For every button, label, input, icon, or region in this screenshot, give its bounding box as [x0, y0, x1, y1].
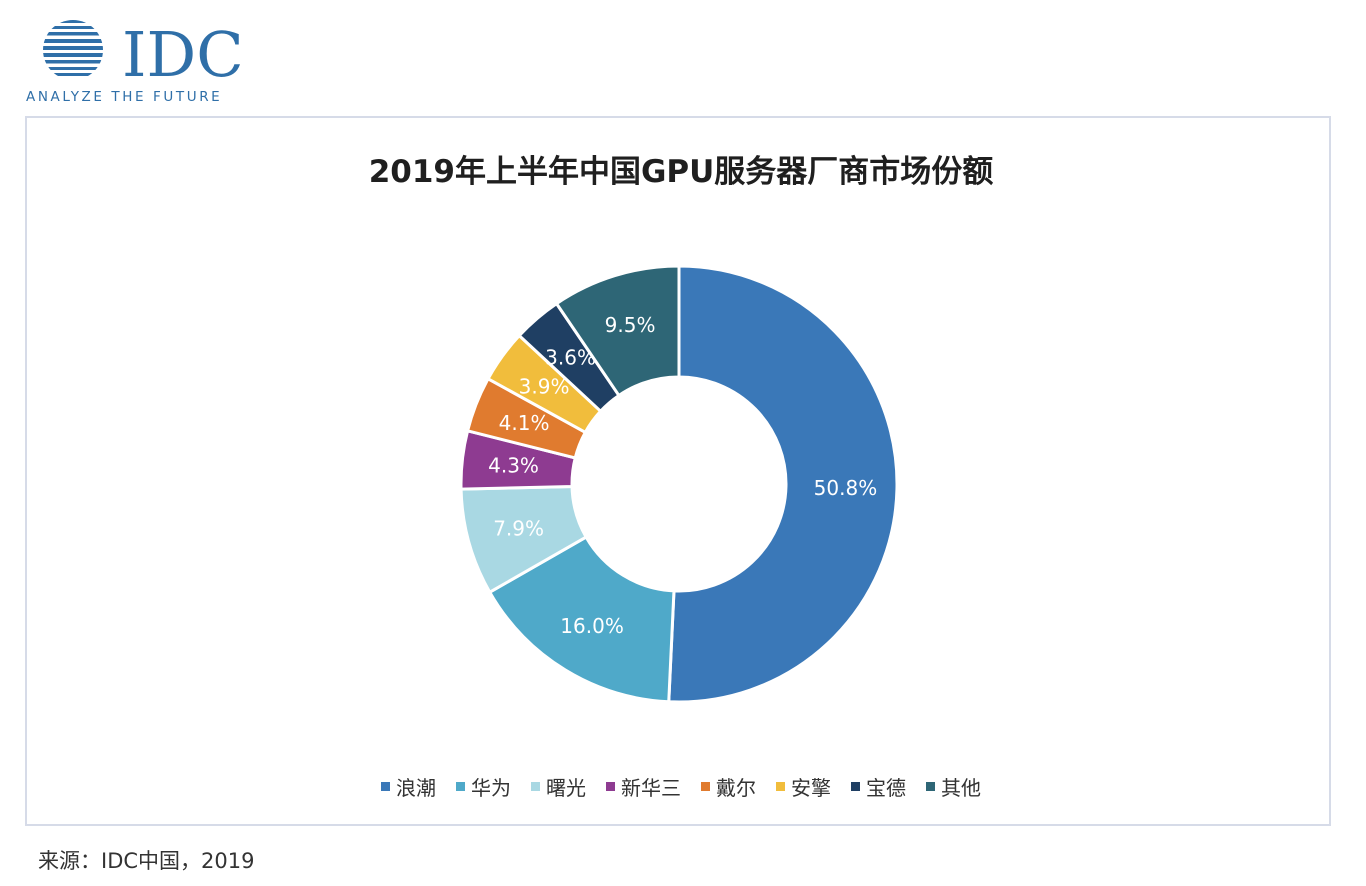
slice-label-2: 16.0% — [560, 614, 624, 638]
legend-swatch — [456, 782, 465, 791]
legend-swatch — [776, 782, 785, 791]
chart-legend: 浪潮 华为 曙光 新华三 戴尔 安擎 宝德 其他 — [0, 772, 1362, 801]
legend-item-5: 戴尔 — [701, 772, 756, 801]
legend-swatch — [606, 782, 615, 791]
legend-swatch — [381, 782, 390, 791]
legend-label: 华为 — [471, 776, 511, 800]
legend-label: 安擎 — [791, 776, 831, 800]
slice-2 — [487, 535, 676, 704]
legend-item-6: 安擎 — [776, 772, 831, 801]
legend-swatch — [926, 782, 935, 791]
legend-swatch — [531, 782, 540, 791]
slice-1 — [667, 264, 899, 704]
chart-title: 2019年上半年中国GPU服务器厂商市场份额 — [368, 154, 994, 190]
idc-logo: IDC ANALYZE THE FUTURE — [26, 18, 244, 105]
legend-swatch — [851, 782, 860, 791]
legend-swatch — [701, 782, 710, 791]
logo-brand: IDC — [122, 18, 244, 91]
legend-item-8: 其他 — [926, 772, 981, 801]
source-note: 来源：IDC中国，2019 — [38, 849, 255, 873]
legend-label: 曙光 — [546, 776, 586, 800]
logo-tagline: ANALYZE THE FUTURE — [26, 89, 222, 105]
slice-label-6: 3.9% — [519, 374, 570, 398]
slice-label-1: 50.8% — [814, 476, 878, 500]
legend-item-3: 曙光 — [531, 772, 586, 801]
legend-item-7: 宝德 — [851, 772, 906, 801]
legend-label: 浪潮 — [396, 776, 436, 800]
slice-label-5: 4.1% — [499, 411, 550, 435]
legend-item-2: 华为 — [456, 772, 511, 801]
legend-item-1: 浪潮 — [381, 772, 436, 801]
legend-label: 新华三 — [621, 776, 681, 800]
slice-8 — [554, 264, 681, 398]
slice-label-3: 7.9% — [493, 517, 544, 541]
globe-icon — [43, 20, 103, 76]
slice-label-8: 9.5% — [605, 313, 656, 337]
legend-item-4: 新华三 — [606, 772, 681, 801]
legend-label: 宝德 — [866, 776, 906, 800]
legend-label: 戴尔 — [716, 776, 756, 800]
legend-label: 其他 — [941, 776, 981, 800]
chart-frame — [25, 116, 1331, 826]
slice-label-4: 4.3% — [488, 453, 539, 477]
